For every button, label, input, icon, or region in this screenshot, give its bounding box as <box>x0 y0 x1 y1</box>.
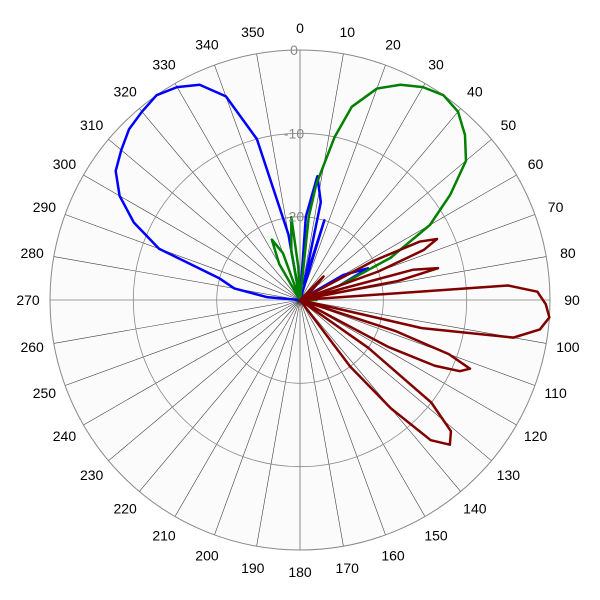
series-line-3 <box>298 237 551 446</box>
angle-tick-label: 50 <box>501 117 517 133</box>
radial-tick-label: -20 <box>284 209 304 225</box>
series-layer <box>114 83 551 446</box>
spoke-170 <box>299 299 344 547</box>
radial-tick-label: 0 <box>290 42 298 58</box>
angle-tick-label: 330 <box>152 56 176 72</box>
angle-tick-label: 260 <box>20 339 44 355</box>
spoke-130 <box>299 299 492 461</box>
spoke-150 <box>299 299 426 517</box>
angle-tick-label: 150 <box>424 528 448 544</box>
angle-tick-label: 100 <box>556 339 580 355</box>
radial-tick-labels: 0 -10 -20 <box>284 42 304 225</box>
angle-tick-labels: 0 10 20 30 40 50 60 70 80 90 100 110 120 130 140 150 160… <box>16 20 580 580</box>
series-line-1 <box>114 83 370 302</box>
angle-tick-label: 320 <box>113 84 137 100</box>
spoke-30 <box>299 83 426 301</box>
angle-tick-label: 110 <box>544 385 567 401</box>
angle-tick-label: 80 <box>560 245 576 261</box>
spoke-250 <box>64 299 301 386</box>
spoke-260 <box>53 299 301 344</box>
spoke-220 <box>139 299 301 492</box>
angle-tick-label: 310 <box>80 117 104 133</box>
spoke-290 <box>64 214 301 301</box>
angle-tick-label: 20 <box>385 36 401 52</box>
angle-tick-label: 190 <box>241 560 265 576</box>
angle-tick-label: 290 <box>33 199 57 215</box>
angle-tick-label: 210 <box>152 528 176 544</box>
angle-tick-label: 180 <box>288 564 312 580</box>
angle-tick-label: 30 <box>428 56 444 72</box>
angle-tick-label: 280 <box>20 245 44 261</box>
spoke-240 <box>83 299 301 426</box>
series-line-2 <box>270 83 468 302</box>
spoke-200 <box>214 299 301 536</box>
angle-tick-label: 250 <box>33 385 57 401</box>
spoke-160 <box>299 299 386 536</box>
angle-tick-label: 90 <box>564 292 580 308</box>
angle-tick-label: 160 <box>381 548 405 564</box>
spoke-310 <box>108 139 301 301</box>
spoke-110 <box>299 299 536 386</box>
grid-ring <box>132 132 468 468</box>
spoke-280 <box>53 256 301 301</box>
radial-tick-label: -10 <box>284 125 304 141</box>
spoke-190 <box>256 299 301 547</box>
spoke-20 <box>299 64 386 301</box>
angle-tick-label: 170 <box>336 560 360 576</box>
angle-tick-label: 350 <box>241 24 265 40</box>
spoke-10 <box>299 53 344 301</box>
grid-ring <box>49 49 551 551</box>
angle-tick-label: 340 <box>195 36 219 52</box>
angle-tick-label: 230 <box>80 467 104 483</box>
angle-tick-label: 60 <box>528 156 544 172</box>
angle-tick-label: 240 <box>53 428 77 444</box>
angle-tick-label: 10 <box>339 24 355 40</box>
angle-tick-label: 70 <box>548 199 564 215</box>
angle-tick-label: 0 <box>296 20 304 36</box>
angle-tick-label: 130 <box>497 467 521 483</box>
angle-tick-label: 300 <box>53 156 77 172</box>
grid-ring <box>216 216 384 384</box>
angle-tick-label: 120 <box>524 428 548 444</box>
angle-tick-label: 140 <box>463 500 487 516</box>
angle-tick-label: 40 <box>467 84 483 100</box>
angle-tick-label: 220 <box>113 500 137 516</box>
angle-tick-label: 270 <box>16 292 40 308</box>
spoke-230 <box>108 299 301 461</box>
spoke-320 <box>139 108 301 301</box>
spoke-210 <box>174 299 301 517</box>
angle-tick-label: 200 <box>195 548 219 564</box>
spoke-40 <box>299 108 461 301</box>
spoke-120 <box>299 299 517 426</box>
spoke-50 <box>299 139 492 301</box>
